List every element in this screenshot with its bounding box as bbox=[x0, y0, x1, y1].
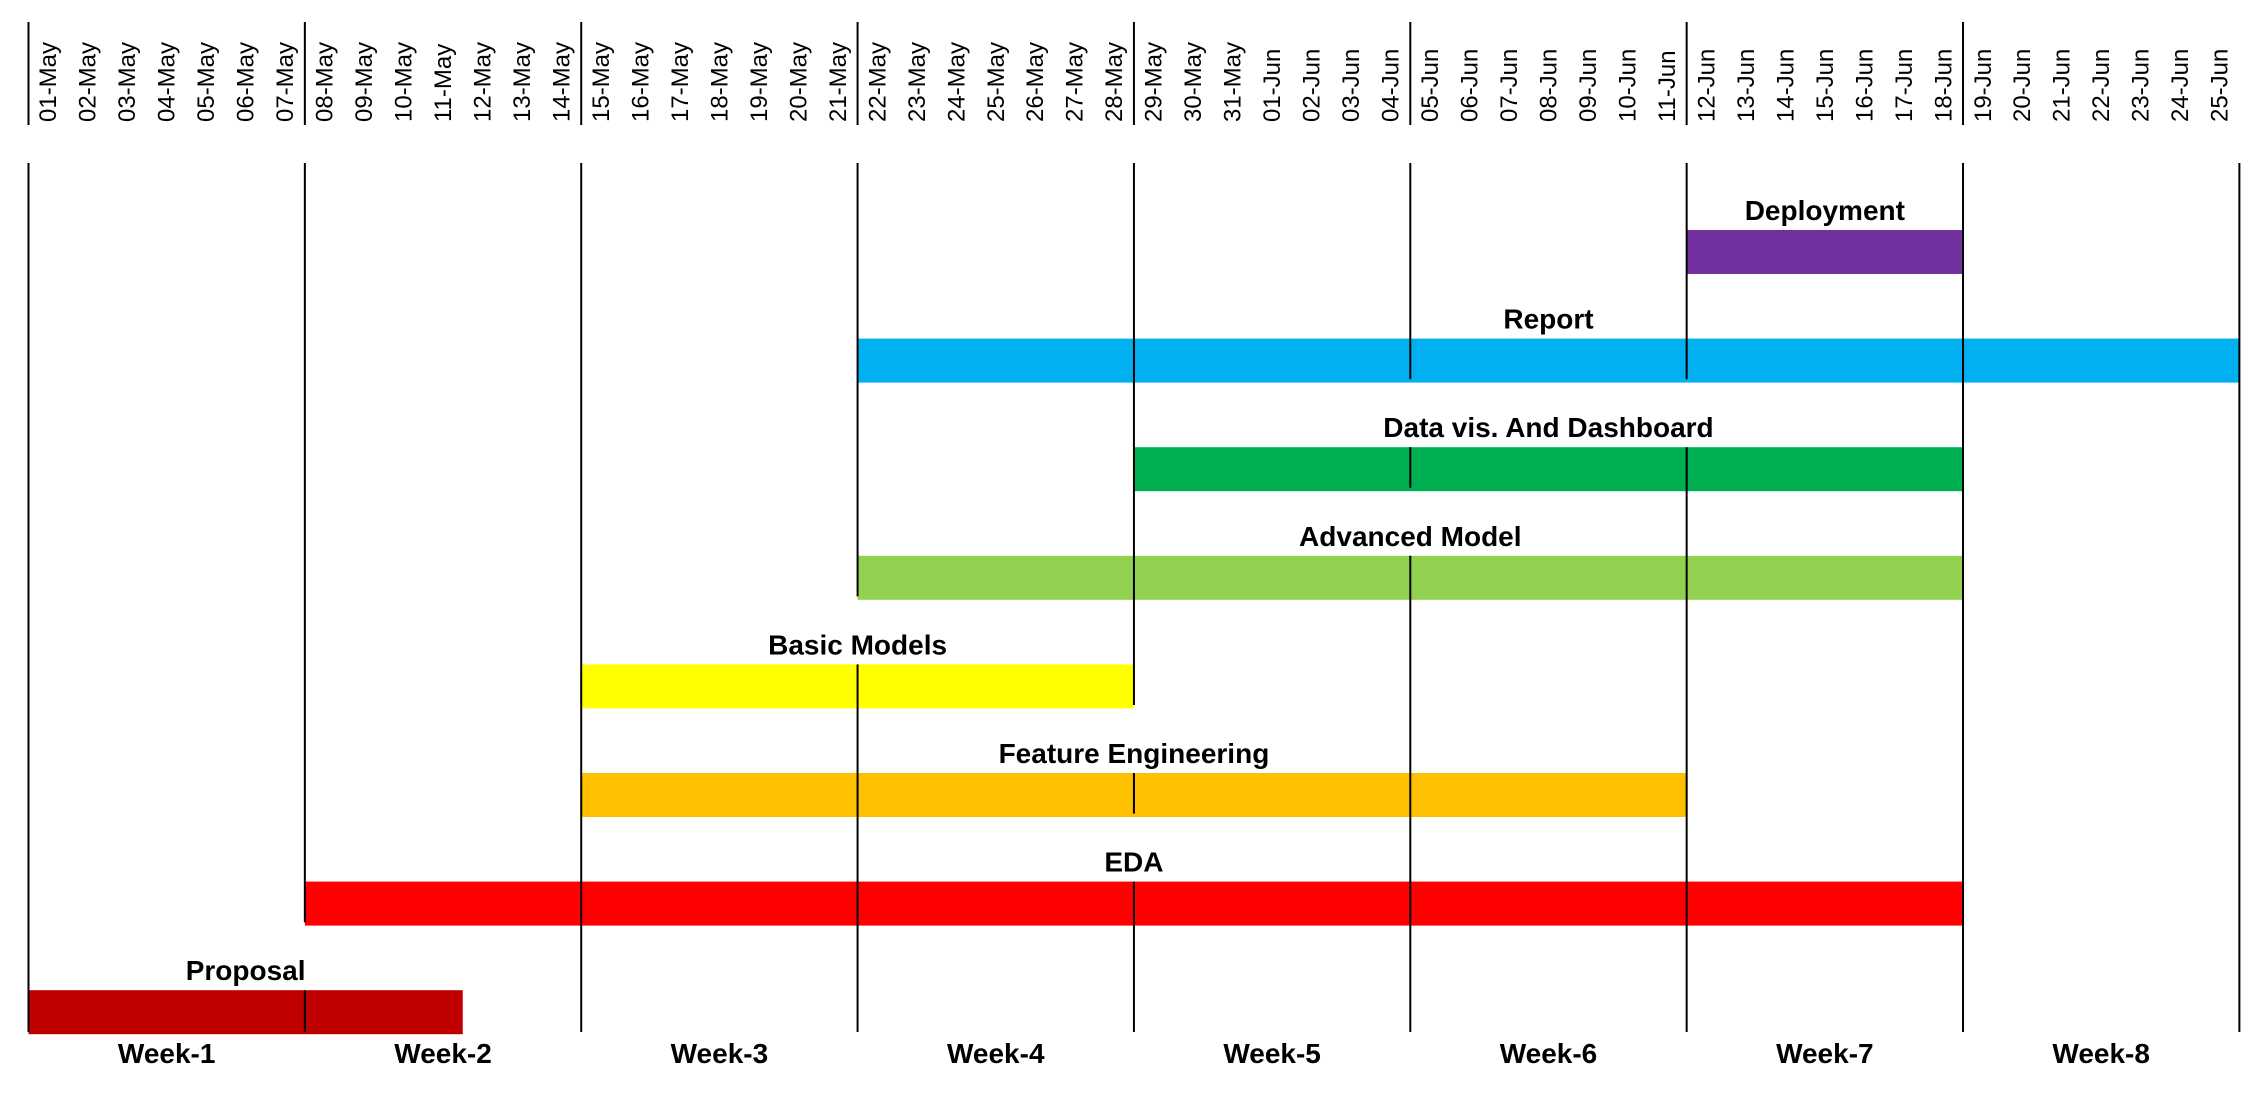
week-label: Week-1 bbox=[118, 1038, 216, 1069]
task-label: Advanced Model bbox=[1299, 521, 1521, 552]
date-tick-label: 06-Jun bbox=[1457, 49, 1484, 122]
date-tick-label: 29-May bbox=[1141, 42, 1168, 122]
date-tick-label: 01-May bbox=[35, 42, 62, 122]
date-tick-label: 13-May bbox=[509, 42, 536, 122]
date-tick-label: 25-Jun bbox=[2207, 49, 2234, 122]
date-tick-label: 02-May bbox=[75, 42, 102, 122]
task-label: Feature Engineering bbox=[999, 738, 1270, 769]
date-tick-label: 27-May bbox=[1062, 42, 1089, 122]
date-tick-label: 21-May bbox=[825, 42, 852, 122]
date-tick-label: 03-Jun bbox=[1338, 49, 1365, 122]
task-label: Report bbox=[1503, 304, 1593, 335]
date-tick-label: 03-May bbox=[114, 42, 141, 122]
date-tick-label: 19-Jun bbox=[1970, 49, 1997, 122]
date-tick-label: 25-May bbox=[983, 42, 1010, 122]
date-tick-label: 16-Jun bbox=[1851, 49, 1878, 122]
date-tick-label: 23-Jun bbox=[2128, 49, 2155, 122]
date-tick-label: 24-May bbox=[943, 42, 970, 122]
week-label: Week-2 bbox=[394, 1038, 492, 1069]
date-tick-label: 28-May bbox=[1101, 42, 1128, 122]
week-label: Week-5 bbox=[1223, 1038, 1321, 1069]
date-tick-label: 22-Jun bbox=[2088, 49, 2115, 122]
week-label: Week-8 bbox=[2052, 1038, 2150, 1069]
date-tick-label: 17-May bbox=[667, 42, 694, 122]
date-tick-label: 04-Jun bbox=[1378, 49, 1405, 122]
week-label: Week-7 bbox=[1776, 1038, 1874, 1069]
date-tick-label: 16-May bbox=[627, 42, 654, 122]
date-tick-label: 09-Jun bbox=[1575, 49, 1602, 122]
date-axis-labels: 01-May 02-May 03-May 04-May 05-May 06-May 07-M… bbox=[27, 22, 2234, 125]
task-bar bbox=[857, 338, 2240, 383]
date-tick-label: 14-Jun bbox=[1772, 49, 1799, 122]
date-tick-label: 11-May bbox=[430, 44, 457, 122]
date-tick-label: 21-Jun bbox=[2049, 49, 2076, 122]
date-tick-label: 19-May bbox=[746, 42, 773, 122]
task-bar bbox=[1686, 230, 1964, 274]
date-tick-label: 08-Jun bbox=[1535, 49, 1562, 122]
task-labels: Deployment Report Data vis. And Dashboard A… bbox=[186, 195, 1905, 986]
task-bar bbox=[28, 990, 463, 1035]
task-bar bbox=[1133, 447, 1964, 492]
date-tick-label: 26-May bbox=[1022, 42, 1049, 122]
date-tick-label: 31-May bbox=[1220, 42, 1247, 122]
date-tick-label: 14-May bbox=[548, 42, 575, 122]
date-tick-label: 07-Jun bbox=[1496, 49, 1523, 122]
date-tick-label: 24-Jun bbox=[2167, 49, 2194, 122]
date-tick-label: 12-Jun bbox=[1693, 49, 1720, 122]
date-tick-label: 18-May bbox=[706, 42, 733, 122]
task-label: Basic Models bbox=[768, 629, 947, 660]
week-gridlines bbox=[27, 163, 2241, 1032]
date-tick-label: 15-Jun bbox=[1812, 49, 1839, 122]
date-tick-label: 22-May bbox=[864, 42, 891, 122]
date-tick-label: 23-May bbox=[904, 42, 931, 122]
week-label: Week-6 bbox=[1500, 1038, 1598, 1069]
date-tick-label: 02-Jun bbox=[1299, 49, 1326, 122]
date-tick-label: 30-May bbox=[1180, 42, 1207, 122]
date-tick-label: 10-May bbox=[391, 42, 418, 122]
task-label: Data vis. And Dashboard bbox=[1383, 412, 1713, 443]
task-label: Proposal bbox=[186, 955, 306, 986]
week-label: Week-4 bbox=[947, 1038, 1045, 1069]
date-tick-label: 20-May bbox=[785, 42, 812, 122]
date-tick-label: 18-Jun bbox=[1930, 49, 1957, 122]
date-tick-label: 10-Jun bbox=[1614, 49, 1641, 122]
task-label: Deployment bbox=[1745, 195, 1905, 226]
date-tick-label: 04-May bbox=[154, 42, 181, 122]
date-tick-label: 15-May bbox=[588, 42, 615, 122]
date-tick-label: 01-Jun bbox=[1259, 49, 1286, 122]
date-tick-label: 08-May bbox=[312, 42, 339, 122]
week-labels: Week-1 Week-2 Week-3 Week-4 Week-5 Week-6 Week… bbox=[118, 1038, 2150, 1069]
task-label: EDA bbox=[1104, 847, 1163, 878]
week-label: Week-3 bbox=[671, 1038, 769, 1069]
date-tick-label: 20-Jun bbox=[2009, 49, 2036, 122]
date-tick-label: 07-May bbox=[272, 42, 299, 122]
date-tick-label: 05-May bbox=[193, 42, 220, 122]
date-tick-label: 17-Jun bbox=[1891, 49, 1918, 122]
date-tick-label: 13-Jun bbox=[1733, 49, 1760, 122]
date-tick-label: 09-May bbox=[351, 42, 378, 122]
date-tick-label: 06-May bbox=[233, 42, 260, 122]
date-tick-label: 05-Jun bbox=[1417, 49, 1444, 122]
date-tick-label: 11-Jun bbox=[1654, 50, 1681, 122]
date-tick-label: 12-May bbox=[470, 42, 497, 122]
